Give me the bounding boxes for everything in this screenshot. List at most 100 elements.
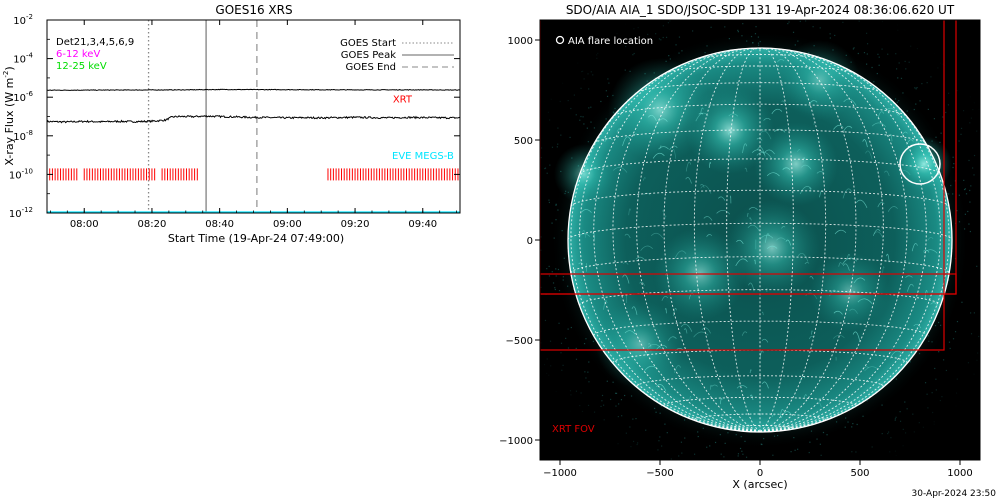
noise-speck — [737, 29, 739, 31]
noise-speck — [548, 119, 551, 121]
noise-speck — [904, 401, 906, 403]
noise-speck — [902, 445, 904, 447]
noise-speck — [546, 358, 548, 360]
solar-disk-layer — [540, 20, 980, 460]
noise-speck — [976, 359, 978, 361]
coronal-loop — [622, 262, 629, 265]
coronal-loop — [801, 164, 812, 170]
coronal-loop — [809, 100, 818, 104]
noise-speck — [616, 32, 618, 35]
noise-speck — [829, 37, 831, 39]
noise-speck — [906, 408, 908, 410]
coronal-loop — [774, 128, 786, 133]
noise-speck — [834, 34, 836, 37]
noise-speck — [608, 82, 610, 84]
noise-speck — [570, 411, 571, 412]
coronal-loop — [833, 124, 844, 130]
noise-speck — [942, 116, 944, 118]
noise-speck — [557, 143, 559, 145]
image-x-axis-label: X (arcsec) — [732, 478, 787, 491]
coronal-loop — [842, 257, 858, 265]
noise-speck — [547, 111, 550, 113]
noise-speck — [544, 167, 546, 170]
coronal-loop — [643, 177, 646, 181]
longitude-line — [663, 47, 761, 432]
noise-speck — [737, 31, 739, 33]
noise-speck — [549, 164, 551, 166]
coronal-loop — [767, 245, 778, 249]
coronal-loop — [749, 394, 754, 401]
noise-speck — [548, 275, 551, 277]
noise-speck — [792, 31, 795, 33]
noise-speck — [678, 455, 680, 457]
coronal-loop — [857, 298, 873, 304]
coronal-loop — [650, 232, 664, 239]
coronal-loop — [693, 331, 709, 338]
noise-speck — [910, 45, 912, 47]
flare-legend-label: AIA flare location — [568, 36, 653, 47]
noise-speck — [939, 62, 942, 64]
coronal-loop — [838, 262, 842, 267]
noise-speck — [971, 167, 974, 169]
noise-speck — [665, 36, 668, 38]
noise-speck — [942, 63, 944, 65]
noise-speck — [661, 445, 663, 447]
latitude-line — [731, 48, 789, 51]
noise-speck — [632, 440, 635, 443]
noise-speck — [932, 411, 934, 414]
noise-speck — [582, 70, 584, 72]
coronal-loop — [604, 137, 613, 143]
noise-speck — [887, 431, 890, 433]
noise-speck — [548, 199, 550, 201]
coronal-loop — [685, 161, 692, 172]
noise-speck — [557, 127, 559, 129]
eve-label: EVE MEGS-B — [392, 151, 454, 162]
noise-speck — [600, 405, 602, 408]
noise-speck — [556, 146, 558, 148]
noise-speck — [799, 20, 801, 23]
coronal-loop — [685, 177, 692, 184]
noise-speck — [956, 90, 958, 92]
coronal-loop — [736, 385, 748, 389]
noise-speck — [973, 174, 975, 176]
noise-speck — [948, 92, 950, 94]
noise-speck — [662, 36, 664, 39]
x-tick-label: 08:00 — [70, 219, 99, 230]
noise-speck — [625, 45, 627, 48]
coronal-loop — [799, 376, 806, 383]
noise-speck — [952, 156, 954, 158]
noise-speck — [565, 337, 567, 339]
coronal-loop — [805, 292, 818, 300]
coronal-loop — [622, 136, 631, 146]
noise-speck — [741, 450, 743, 452]
image-x-tick-label: 0 — [757, 468, 763, 479]
noise-speck — [581, 410, 584, 412]
noise-speck — [554, 288, 556, 291]
noise-speck — [562, 364, 564, 366]
coronal-loop — [804, 262, 810, 265]
noise-speck — [943, 359, 945, 361]
coronal-loop — [759, 350, 764, 358]
active-region-0 — [608, 58, 712, 162]
noise-speck — [742, 23, 744, 25]
coronal-loop — [612, 167, 628, 173]
coronal-loop — [764, 149, 775, 155]
noise-speck — [857, 52, 859, 55]
noise-speck — [615, 392, 618, 394]
noise-speck — [933, 421, 935, 423]
noise-speck — [596, 57, 598, 59]
noise-speck — [915, 88, 917, 90]
coronal-loop — [759, 234, 774, 240]
noise-speck — [561, 402, 562, 403]
noise-speck — [543, 363, 546, 366]
xrt-fov-box-2 — [540, 273, 957, 295]
noise-speck — [577, 63, 578, 64]
noise-speck — [878, 56, 880, 58]
noise-speck — [964, 188, 967, 190]
noise-speck — [894, 419, 896, 421]
noise-speck — [956, 378, 958, 380]
noise-speck — [965, 193, 968, 195]
noise-speck — [969, 189, 971, 192]
noise-speck — [624, 69, 626, 71]
coronal-loop — [703, 216, 713, 221]
